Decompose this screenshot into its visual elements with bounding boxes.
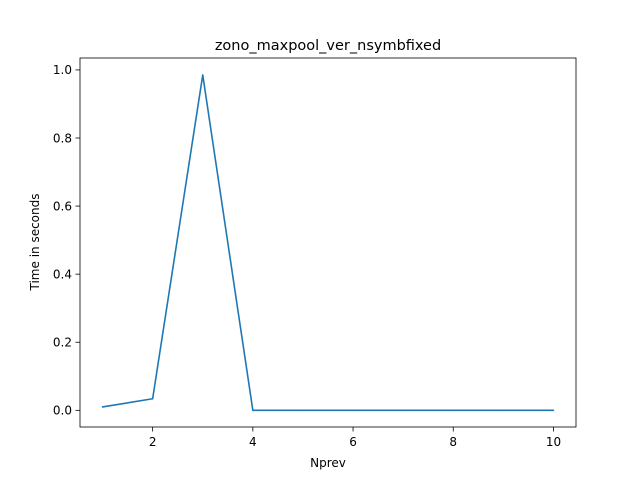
x-tick-label: 2 (149, 435, 157, 449)
chart-title: zono_maxpool_ver_nsymbfixed (215, 38, 441, 54)
data-point (101, 406, 104, 408)
x-tick-label: 10 (546, 435, 561, 449)
plot-frame (79, 57, 577, 428)
data-point (151, 397, 154, 400)
y-tick-label: 0.0 (53, 404, 72, 418)
data-point (402, 409, 404, 412)
x-tick-label: 8 (449, 435, 457, 449)
x-tick-label: 6 (349, 435, 357, 449)
y-axis-label: Time in seconds (28, 194, 42, 292)
data-point (552, 409, 555, 412)
y-tick-label: 0.6 (53, 199, 72, 213)
data-point (502, 409, 505, 412)
y-tick-label: 0.2 (53, 336, 72, 350)
x-tick-label: 4 (249, 435, 257, 449)
y-tick-label: 1.0 (53, 63, 72, 77)
data-point (302, 409, 304, 412)
y-tick-label: 0.4 (53, 267, 72, 281)
data-point (352, 409, 354, 412)
axis-ticks: 2 4 6 8 10 0.0 0.2 0.4 0.6 0.8 1.0 (53, 63, 561, 449)
data-point (201, 74, 204, 76)
series-line-0 (102, 74, 554, 412)
x-axis-label: Nprev (310, 456, 346, 470)
data-point (452, 409, 455, 412)
plot-area (101, 74, 555, 412)
y-tick-label: 0.8 (53, 131, 72, 145)
data-point (252, 409, 254, 412)
